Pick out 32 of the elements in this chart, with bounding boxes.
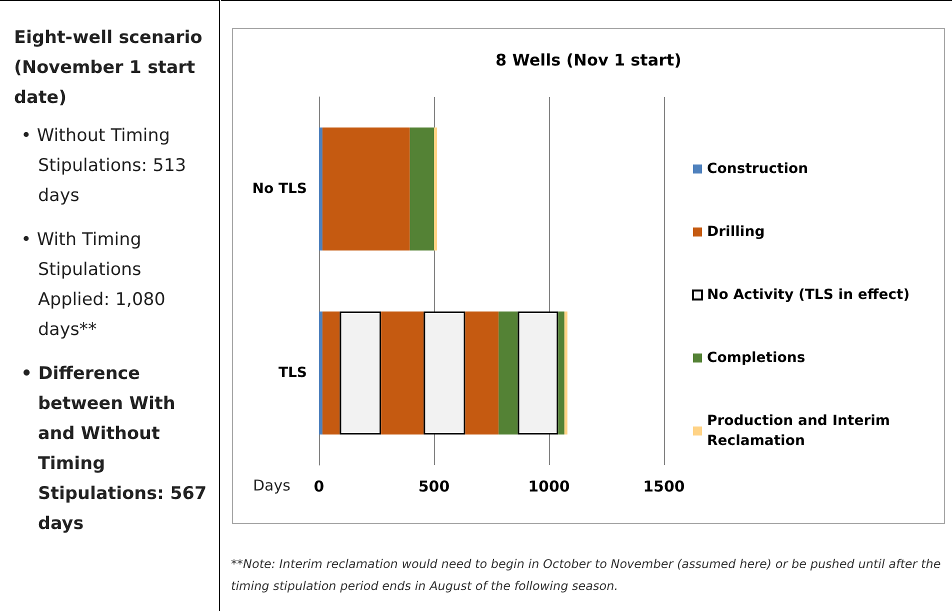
bar <box>410 128 434 250</box>
bar <box>558 312 564 434</box>
legend-label: No Activity (TLS in effect) <box>707 287 910 303</box>
x-tick-label: 500 <box>418 478 450 496</box>
bar <box>564 312 568 434</box>
bar <box>434 128 437 250</box>
bar <box>424 312 466 434</box>
bar <box>465 312 499 434</box>
bar <box>319 312 322 434</box>
x-tick-label: 1500 <box>643 478 685 496</box>
text: **Note: Interim reclamation would need to begin in October to November (assumed here) or be pushed until after the timing stipulation period ends in August of the following season. <box>231 556 942 595</box>
y-tick-label: No TLS <box>252 181 307 197</box>
legend-label: Drilling <box>707 224 765 240</box>
text: • With Timing Stipulations Applied: 1,080 days** <box>21 229 166 342</box>
bar <box>381 312 424 434</box>
bar <box>498 312 518 434</box>
bar <box>322 128 410 250</box>
x-tick-label: 0 <box>314 478 324 496</box>
y-tick-label: TLS <box>278 365 307 381</box>
legend-label: Construction <box>707 161 808 177</box>
legend-label: Production and Interim Reclamation <box>707 413 895 449</box>
bar <box>518 312 558 434</box>
bar <box>340 312 382 434</box>
chart-title: 8 Wells (Nov 1 start) <box>496 50 682 70</box>
bar <box>319 128 322 250</box>
x-axis-title: Days <box>253 476 291 494</box>
legend-label: Completions <box>707 350 806 366</box>
x-tick-label: 1000 <box>528 478 570 496</box>
bar <box>322 312 340 434</box>
text: Eight-well scenario (November 1 start date) <box>14 27 204 110</box>
text: • Without Timing Stipulations: 513 days <box>21 125 188 208</box>
text: • Difference between With and Without Timing Stipulations: 567 days <box>21 363 208 536</box>
